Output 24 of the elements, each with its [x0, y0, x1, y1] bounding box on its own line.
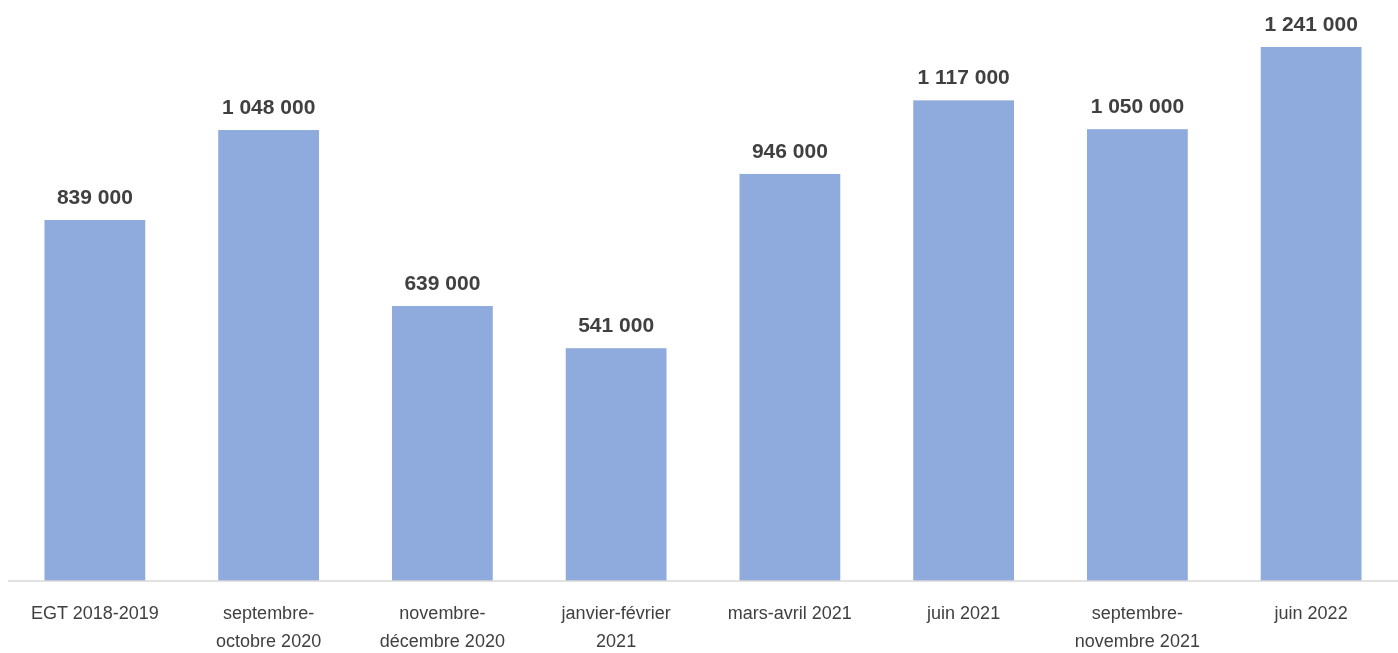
x-tick-label: novembre- décembre 2020 [379, 603, 505, 651]
data-label: 639 000 [404, 271, 481, 295]
x-tick-label: septembre- novembre 2021 [1074, 603, 1200, 651]
bar [913, 100, 1015, 581]
x-tick-label: janvier-février 2021 [560, 603, 671, 651]
x-tick-label: EGT 2018-2019 [30, 603, 159, 623]
data-label: 1 048 000 [221, 95, 316, 119]
bar [1260, 47, 1362, 581]
bar [739, 173, 841, 581]
data-label: 1 050 000 [1090, 94, 1185, 118]
x-tick-label: juin 2022 [1273, 603, 1348, 623]
x-tick-label: septembre- octobre 2020 [216, 603, 322, 651]
bar [44, 219, 146, 581]
x-tick-label: mars-avril 2021 [727, 603, 852, 623]
bar [391, 306, 493, 581]
x-tick-label: juin 2021 [926, 603, 1001, 623]
data-label: 1 241 000 [1264, 12, 1358, 35]
data-label: 541 000 [578, 313, 655, 337]
bar [565, 348, 667, 581]
data-label: 946 000 [751, 138, 828, 162]
data-label: 1 117 000 [917, 65, 1010, 89]
bar [218, 130, 320, 581]
bar [1086, 129, 1188, 581]
data-label: 839 000 [56, 184, 133, 208]
